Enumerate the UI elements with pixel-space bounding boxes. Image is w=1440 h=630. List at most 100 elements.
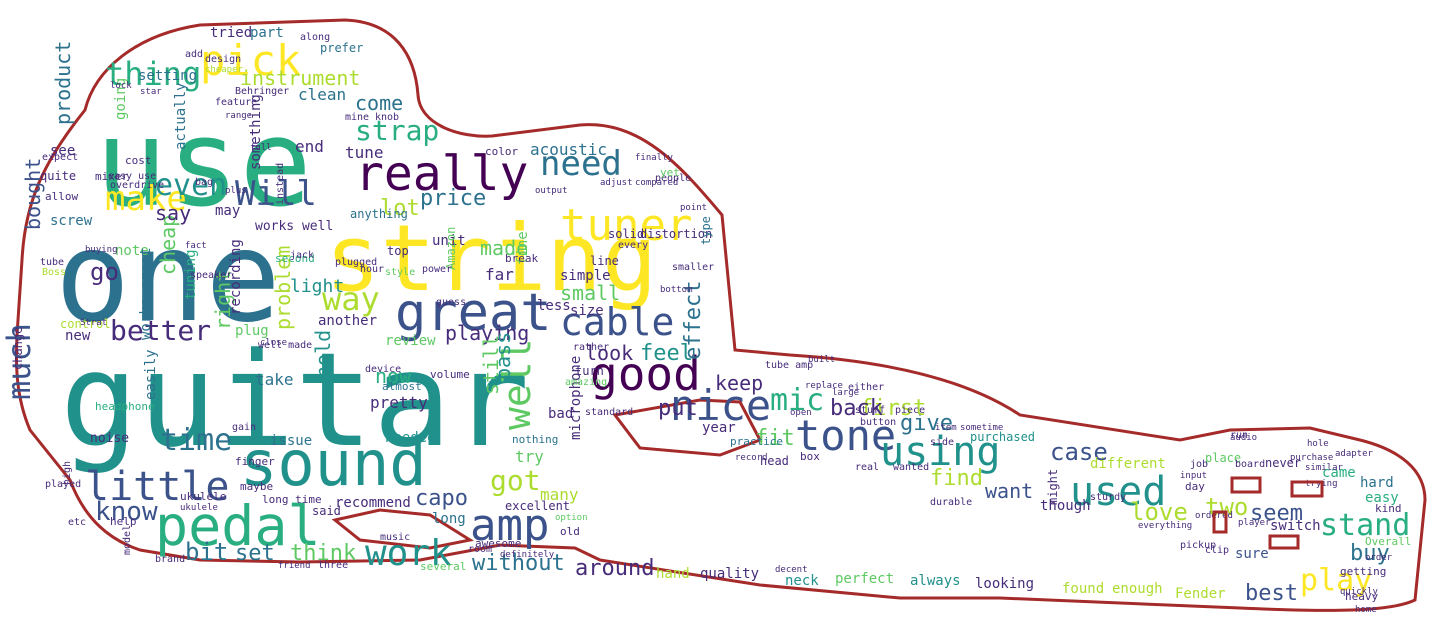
cloud-word: small xyxy=(560,281,620,305)
cloud-word: tone xyxy=(795,411,896,460)
cloud-word: pedal xyxy=(155,494,321,558)
cloud-word: Fender xyxy=(1175,586,1226,602)
cloud-word: something xyxy=(248,94,264,170)
cloud-word: perfect xyxy=(835,571,894,587)
cloud-word: wanted xyxy=(893,462,929,473)
cloud-word: bass xyxy=(491,332,515,380)
cloud-word: home xyxy=(1355,605,1377,615)
cloud-word: well xyxy=(495,338,539,430)
cloud-word: even xyxy=(155,168,227,203)
cloud-word: ukulele xyxy=(180,503,218,513)
cloud-word: may xyxy=(215,203,240,219)
cloud-word: clip xyxy=(1205,545,1229,556)
cloud-word: give xyxy=(900,411,953,436)
cloud-word: adapter xyxy=(1335,449,1374,459)
cloud-word: string xyxy=(325,205,657,312)
cloud-word: microphone xyxy=(568,356,584,440)
cloud-word: nice xyxy=(670,381,771,430)
cloud-word: distortion xyxy=(640,227,712,241)
cloud-word: good xyxy=(590,347,701,401)
cloud-word: still xyxy=(479,335,503,395)
cloud-word: type xyxy=(699,216,713,245)
cloud-word: Will xyxy=(235,174,317,214)
cloud-word: standard xyxy=(585,407,633,418)
cloud-word: friend xyxy=(278,561,311,571)
cloud-word: similar xyxy=(1305,463,1344,473)
cloud-word: finger xyxy=(235,455,275,468)
cloud-word: purchased xyxy=(970,430,1035,444)
cloud-word: lot xyxy=(380,196,420,221)
cloud-word: without xyxy=(472,551,565,576)
cloud-word: easy use xyxy=(108,171,156,182)
cloud-word: little xyxy=(85,464,230,510)
cloud-word: second xyxy=(275,252,315,265)
cloud-word: allow xyxy=(45,190,78,203)
cloud-word: audio xyxy=(1230,433,1257,443)
cloud-word: plus xyxy=(225,186,247,196)
cloud-word: might xyxy=(1046,469,1060,505)
guitar-silhouette-outline xyxy=(14,18,1427,612)
cloud-word: cost xyxy=(125,154,152,167)
cloud-word: new xyxy=(65,328,91,344)
cloud-word: bad xyxy=(548,406,573,422)
cloud-word: job xyxy=(1190,459,1208,470)
cloud-word: cable xyxy=(560,300,674,344)
cloud-word: played xyxy=(45,479,81,490)
cloud-word: less xyxy=(537,298,571,314)
cloud-word: unit xyxy=(432,233,466,249)
cloud-word: cheaper xyxy=(205,65,244,75)
cloud-word: open xyxy=(790,408,812,418)
cloud-word: old xyxy=(560,525,580,538)
cloud-word: fine xyxy=(515,231,531,265)
cloud-word: note xyxy=(115,243,149,259)
cloud-word: people xyxy=(655,173,691,184)
cloud-word: hole xyxy=(1307,439,1329,449)
cloud-word: pick xyxy=(200,36,301,85)
cloud-word: many xyxy=(540,485,579,504)
cloud-word: power xyxy=(422,264,452,275)
cloud-word: amp xyxy=(470,500,549,551)
cloud-word: long time xyxy=(262,493,322,506)
cloud-word: record xyxy=(735,453,768,463)
cloud-word: amazing xyxy=(565,377,607,388)
cloud-word: line xyxy=(590,254,619,268)
cloud-word: item xyxy=(935,423,957,433)
cloud-word: easy xyxy=(1365,490,1399,506)
tuning-peg xyxy=(1290,480,1324,498)
cloud-word: playing xyxy=(445,321,529,345)
cloud-word: definitely xyxy=(500,550,555,560)
cloud-word: run xyxy=(1230,430,1248,441)
cloud-word: bottom xyxy=(660,285,693,295)
cloud-word: decent xyxy=(775,565,808,575)
cloud-word: pickup xyxy=(1180,540,1216,551)
cloud-word: need xyxy=(540,144,622,184)
cloud-word: say xyxy=(155,201,191,225)
cloud-word: work xyxy=(365,533,452,574)
cloud-word: thing xyxy=(105,55,201,93)
cloud-word: help xyxy=(110,515,137,528)
cloud-word: strap xyxy=(355,114,439,147)
cloud-word: size xyxy=(570,303,604,319)
cloud-word: look xyxy=(585,341,633,365)
cloud-word: one xyxy=(55,205,281,350)
cloud-word: board xyxy=(1235,459,1265,470)
cloud-word: know xyxy=(95,497,158,527)
cloud-word: solid xyxy=(608,227,644,241)
cloud-word: brand xyxy=(155,554,185,565)
cloud-word: come xyxy=(355,91,403,115)
cloud-word: instrument xyxy=(240,66,360,90)
tuning-peg xyxy=(1212,510,1228,534)
cloud-word: tube amp xyxy=(765,360,813,371)
cloud-word: made xyxy=(480,236,528,260)
cloud-word: tuner xyxy=(560,200,692,251)
cloud-word: headphone xyxy=(95,400,155,413)
cloud-word: now xyxy=(375,364,412,388)
cloud-word: model xyxy=(122,525,133,555)
cloud-word: input xyxy=(1180,471,1207,481)
cloud-word: enough xyxy=(1112,581,1163,597)
cloud-word: buying xyxy=(85,245,118,255)
headstock-tuning-pegs xyxy=(1212,476,1324,550)
tuning-peg xyxy=(1268,534,1300,550)
cloud-word: different xyxy=(1090,456,1166,472)
